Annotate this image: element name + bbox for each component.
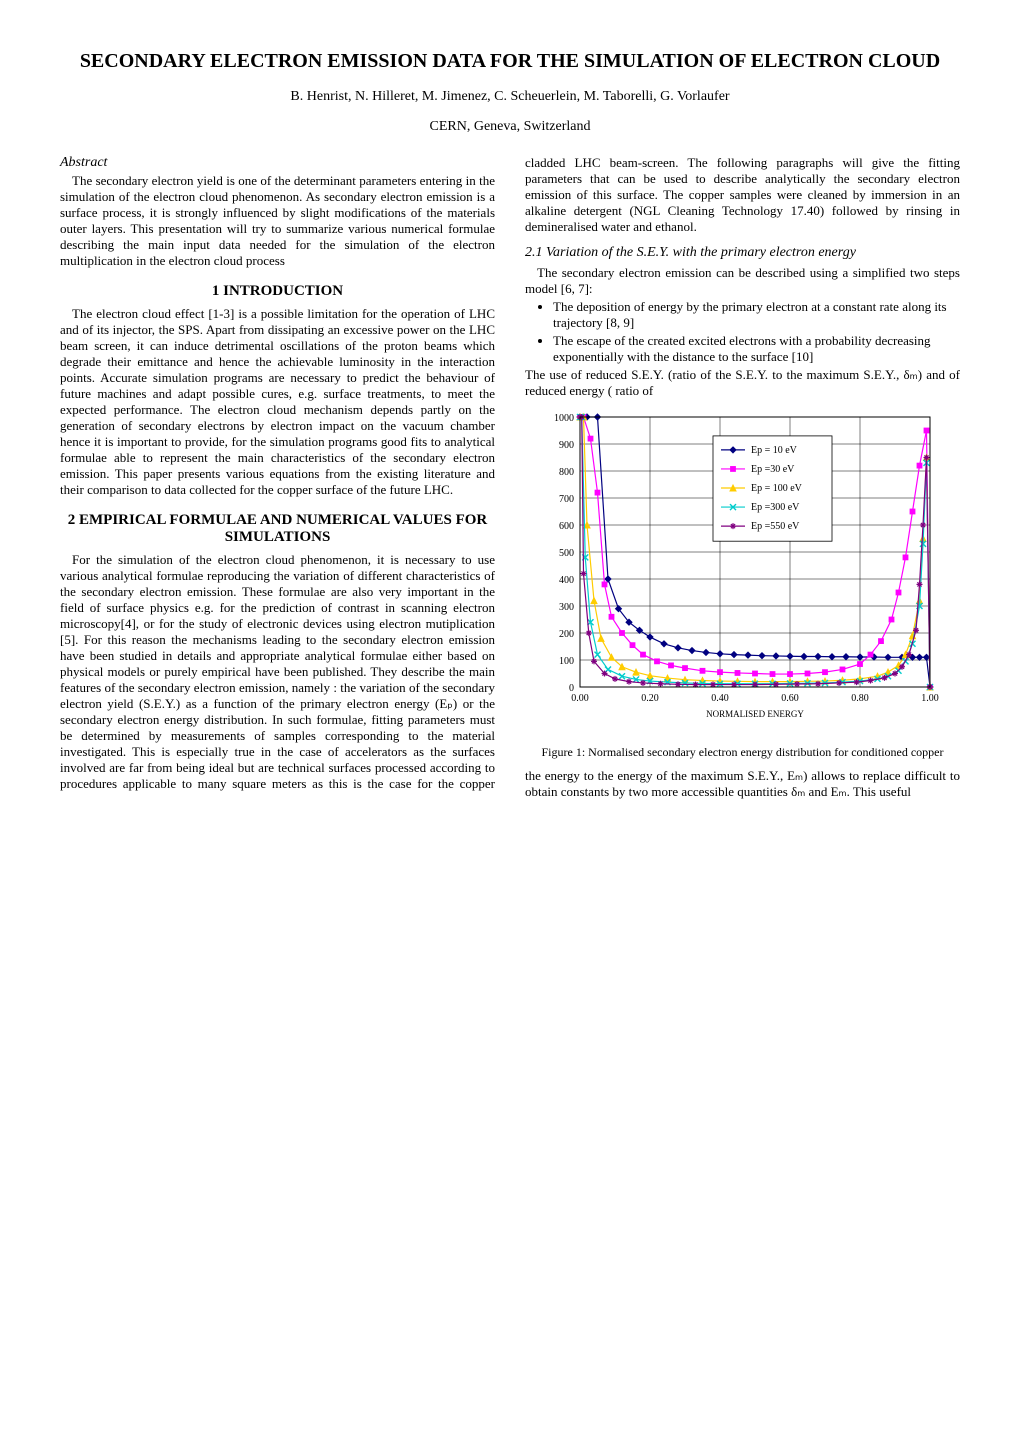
section-2-1-list: The deposition of energy by the primary … [553, 299, 960, 365]
svg-text:400: 400 [559, 575, 574, 586]
svg-text:0.40: 0.40 [711, 693, 729, 704]
svg-text:800: 800 [559, 467, 574, 478]
paper-title: SECONDARY ELECTRON EMISSION DATA FOR THE… [60, 50, 960, 73]
svg-text:Ep = 10 eV: Ep = 10 eV [751, 445, 798, 456]
svg-text:NORMALISED ENERGY: NORMALISED ENERGY [706, 709, 804, 719]
svg-text:100: 100 [559, 656, 574, 667]
svg-text:Ep =300 eV: Ep =300 eV [751, 502, 800, 513]
svg-text:Ep =550 eV: Ep =550 eV [751, 521, 800, 532]
list-item: The deposition of energy by the primary … [553, 299, 960, 331]
svg-text:Ep = 100 eV: Ep = 100 eV [751, 483, 803, 494]
svg-text:0.80: 0.80 [851, 693, 869, 704]
section-1-paragraph: The electron cloud effect [1-3] is a pos… [60, 306, 495, 498]
figure-1: 0.00 0.20 0.40 0.60 0.80 1.00 0 100 200 300 400 500… [525, 407, 960, 760]
svg-text:1000: 1000 [554, 413, 574, 424]
svg-text:600: 600 [559, 521, 574, 532]
two-column-body: Abstract The secondary electron yield is… [60, 155, 960, 800]
svg-text:Ep =30 eV: Ep =30 eV [751, 464, 795, 475]
svg-text:0.00: 0.00 [571, 693, 589, 704]
svg-text:0.60: 0.60 [781, 693, 799, 704]
svg-text:900: 900 [559, 440, 574, 451]
abstract-paragraph: The secondary electron yield is one of t… [60, 173, 495, 269]
svg-text:700: 700 [559, 494, 574, 505]
section-2-1-paragraph-1: The secondary electron emission can be d… [525, 265, 960, 297]
svg-text:1.00: 1.00 [921, 693, 939, 704]
abstract-heading: Abstract [60, 155, 495, 171]
list-item: The escape of the created excited electr… [553, 333, 960, 365]
svg-text:300: 300 [559, 602, 574, 613]
section-1-heading: 1 INTRODUCTION [60, 283, 495, 300]
svg-text:200: 200 [559, 629, 574, 640]
section-2-1-paragraph-2: The use of reduced S.E.Y. (ratio of the … [525, 367, 960, 399]
section-2-heading: 2 EMPIRICAL FORMULAE AND NUMERICAL VALUE… [60, 512, 495, 546]
section-2-1-heading: 2.1 Variation of the S.E.Y. with the pri… [525, 245, 960, 261]
section-2-1-paragraph-3: the energy to the energy of the maximum … [525, 768, 960, 800]
figure-1-caption: Figure 1: Normalised secondary electron … [525, 745, 960, 760]
figure-1-chart: 0.00 0.20 0.40 0.60 0.80 1.00 0 100 200 300 400 500… [525, 407, 945, 737]
svg-text:0: 0 [569, 683, 574, 694]
svg-text:500: 500 [559, 548, 574, 559]
svg-text:0.20: 0.20 [641, 693, 659, 704]
authors-line: B. Henrist, N. Hilleret, M. Jimenez, C. … [60, 89, 960, 105]
affiliation-line: CERN, Geneva, Switzerland [60, 119, 960, 135]
